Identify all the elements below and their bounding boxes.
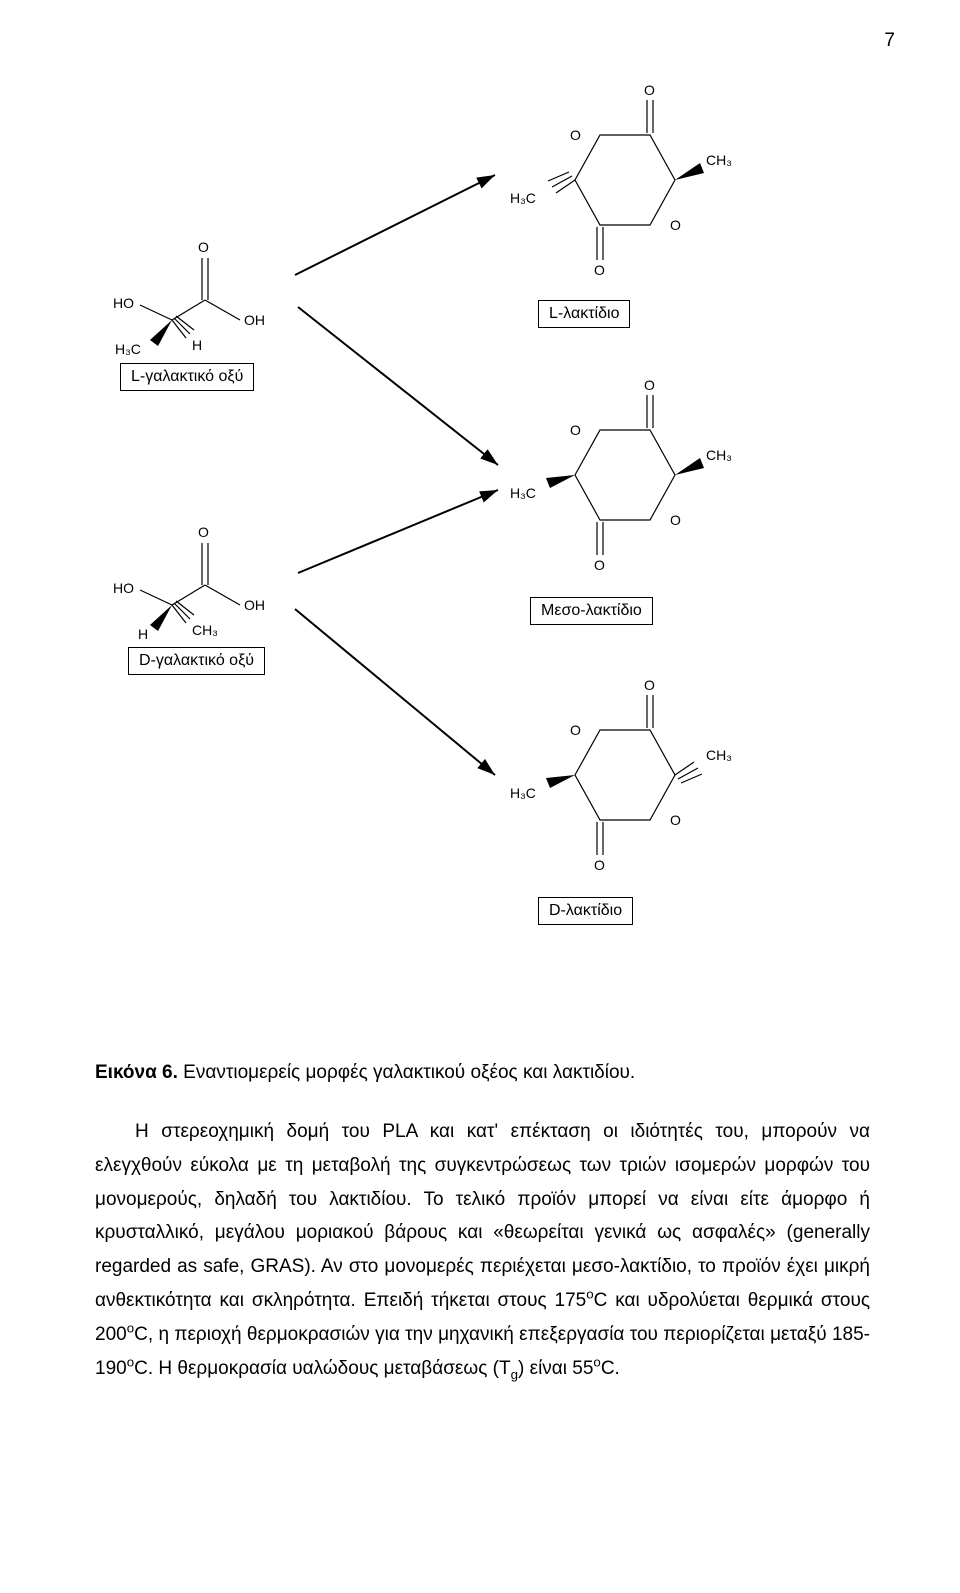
svg-text:O: O <box>670 512 681 528</box>
label-l-lactic-acid: L-γαλακτικό οξύ <box>120 363 254 391</box>
figure-caption: Εικόνα 6. Εναντιομερείς μορφές γαλακτικο… <box>95 1062 865 1084</box>
svg-text:H: H <box>138 626 148 642</box>
body-content: Η στερεοχημική δομή του PLA και κατ' επέ… <box>95 1115 870 1386</box>
svg-text:O: O <box>594 557 605 573</box>
page-number: 7 <box>884 30 895 52</box>
svg-text:H₃C: H₃C <box>510 190 536 206</box>
caption-label: Εικόνα 6. <box>95 1062 178 1083</box>
molecule-d-lactic-acid: O HO OH H CH₃ <box>110 515 300 645</box>
svg-text:HO: HO <box>113 295 134 311</box>
svg-text:O: O <box>670 217 681 233</box>
label-meso-lactide: Μεσο-λακτίδιο <box>530 597 653 625</box>
svg-text:H: H <box>192 337 202 353</box>
svg-text:CH₃: CH₃ <box>706 152 732 168</box>
svg-text:OH: OH <box>244 312 265 328</box>
label-d-lactic-acid: D-γαλακτικό οξύ <box>128 647 265 675</box>
svg-text:O: O <box>570 127 581 143</box>
molecule-l-lactic-acid: O HO OH H₃C H <box>110 230 300 360</box>
svg-text:H₃C: H₃C <box>510 485 536 501</box>
svg-text:H₃C: H₃C <box>115 341 141 357</box>
svg-text:O: O <box>644 677 655 693</box>
label-l-lactide: L-λακτίδιο <box>538 300 630 328</box>
svg-text:O: O <box>198 239 209 255</box>
svg-text:O: O <box>594 857 605 873</box>
body-paragraph: Η στερεοχημική δομή του PLA και κατ' επέ… <box>95 1115 870 1386</box>
caption-text: Εναντιομερείς μορφές γαλακτικού οξέος κα… <box>178 1062 635 1083</box>
svg-text:O: O <box>670 812 681 828</box>
svg-text:O: O <box>594 262 605 278</box>
svg-text:O: O <box>644 82 655 98</box>
svg-text:HO: HO <box>113 580 134 596</box>
svg-text:OH: OH <box>244 597 265 613</box>
svg-text:CH₃: CH₃ <box>706 747 732 763</box>
svg-text:CH₃: CH₃ <box>706 447 732 463</box>
svg-text:H₃C: H₃C <box>510 785 536 801</box>
molecule-d-lactide: O O O O CH₃ H₃C <box>500 670 750 895</box>
label-d-lactide: D-λακτίδιο <box>538 897 633 925</box>
molecule-meso-lactide: O O O O CH₃ H₃C <box>500 370 750 595</box>
svg-text:CH₃: CH₃ <box>192 622 218 638</box>
chemical-diagram: O HO OH H₃C H O HO OH H CH₃ <box>100 75 840 1035</box>
svg-text:O: O <box>570 422 581 438</box>
molecule-l-lactide: O O O O CH₃ H₃C <box>500 75 750 300</box>
svg-text:O: O <box>644 377 655 393</box>
svg-text:O: O <box>198 524 209 540</box>
svg-text:O: O <box>570 722 581 738</box>
